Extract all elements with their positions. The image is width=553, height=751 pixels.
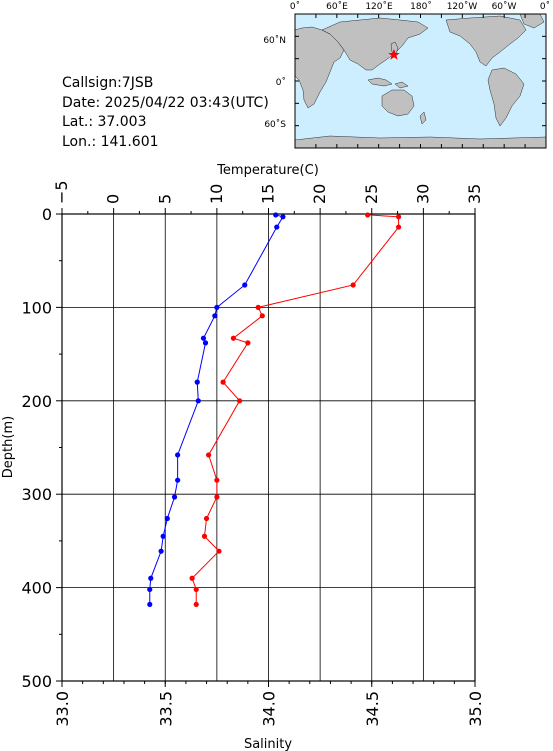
temperature-tick-label: 10 xyxy=(207,184,226,204)
salinity-data-point xyxy=(214,494,220,500)
salinity-data-point xyxy=(395,224,402,230)
temperature-data-point xyxy=(195,398,201,404)
map-top-label: 180˚ xyxy=(410,1,432,12)
salinity-data-point xyxy=(395,214,402,220)
salinity-data-point xyxy=(203,515,210,522)
salinity-data-point xyxy=(350,282,356,288)
map-top-label: 0˚ xyxy=(290,1,300,12)
station-info: Callsign:7JSB Date: 2025/04/22 03:43(UTC… xyxy=(62,75,269,150)
temperature-data-point xyxy=(164,515,170,522)
temperature-data-point xyxy=(171,494,178,500)
temperature-tick-label: 0 xyxy=(104,194,123,204)
temperature-axis-label: Temperature(C) xyxy=(216,163,319,178)
temperature-data-point xyxy=(175,452,181,458)
map-left-label: 60˚S xyxy=(264,119,286,130)
salinity-data-point xyxy=(245,340,251,346)
salinity-data-point xyxy=(236,398,243,404)
salinity-tick-label: 35.0 xyxy=(466,691,485,727)
temperature-data-point xyxy=(158,548,164,554)
profile-chart: −5 0 5 10 15 20 25 30 35 33.0 33.5 34.0 34.5 35.0 01… xyxy=(1,163,485,751)
temperature-tick-label: −5 xyxy=(52,180,71,204)
temperature-data-point xyxy=(214,304,220,310)
depth-axis-label: Depth(m) xyxy=(1,416,16,478)
map-left-label: 0˚ xyxy=(276,77,286,88)
temperature-tick-label: 15 xyxy=(259,184,278,204)
temperature-data-point xyxy=(274,224,280,230)
salinity-tick-labels: 33.0 33.5 34.0 34.5 35.0 xyxy=(53,691,485,727)
date-text: Date: 2025/04/22 03:43(UTC) xyxy=(62,95,269,111)
data-series xyxy=(147,212,402,608)
salinity-data-point xyxy=(193,586,199,593)
temperature-data-point xyxy=(175,477,181,483)
temperature-data-point xyxy=(273,212,279,218)
temperature-data-point xyxy=(160,533,166,539)
salinity-tick-label: 34.0 xyxy=(260,691,279,727)
depth-tick-label: 0 xyxy=(42,205,52,224)
temperature-data-point xyxy=(147,601,153,608)
salinity-tick-label: 34.5 xyxy=(363,691,382,727)
salinity-axis-label: Salinity xyxy=(244,737,292,751)
salinity-tick-label: 33.0 xyxy=(53,691,72,727)
salinity-data-point xyxy=(201,533,208,539)
map-left-label: 60˚N xyxy=(263,35,286,46)
temperature-data-point xyxy=(194,379,200,385)
salinity-data-point xyxy=(206,452,212,458)
salinity-data-point xyxy=(365,212,371,218)
salinity-data-point xyxy=(216,548,222,554)
temperature-data-point xyxy=(202,340,209,346)
latitude-text: Lat.: 37.003 xyxy=(62,114,146,130)
callsign-text: Callsign:7JSB xyxy=(62,75,153,91)
temperature-tick-label: 5 xyxy=(155,194,174,204)
station-marker-star-icon xyxy=(388,49,400,60)
map-top-label: 60˚W xyxy=(492,1,517,12)
map-top-label: 0˚ xyxy=(540,1,550,12)
longitude-text: Lon.: 141.601 xyxy=(62,134,159,150)
axis-ticks xyxy=(56,208,476,687)
depth-tick-label: 300 xyxy=(21,485,52,504)
temperature-data-point xyxy=(200,335,207,341)
salinity-profile-line xyxy=(191,214,400,605)
salinity-data-point xyxy=(214,477,220,483)
temperature-tick-labels: −5 0 5 10 15 20 25 30 35 xyxy=(52,180,484,204)
salinity-data-point xyxy=(230,335,236,341)
salinity-tick-label: 33.5 xyxy=(156,691,175,727)
salinity-data-point xyxy=(220,379,226,385)
temperature-tick-label: 25 xyxy=(362,184,381,204)
map-top-label: 60˚E xyxy=(326,1,348,12)
map-top-label: 120˚E xyxy=(365,1,393,12)
depth-tick-label: 200 xyxy=(21,392,52,411)
temperature-data-point xyxy=(147,586,153,593)
depth-tick-labels: 0 100 200 300 400 500 xyxy=(21,205,52,691)
map-top-label: 120˚W xyxy=(447,1,478,12)
temperature-profile-line xyxy=(149,214,284,605)
salinity-data-point xyxy=(259,313,265,319)
salinity-data-point xyxy=(193,601,199,608)
salinity-data-point xyxy=(255,304,261,310)
temperature-tick-label: 30 xyxy=(413,184,432,204)
temperature-data-point xyxy=(280,214,286,220)
temperature-tick-label: 35 xyxy=(465,184,484,204)
world-map: 0˚ 60˚E 120˚E 180˚ 120˚W 60˚W 0˚ 60˚N 0˚… xyxy=(263,1,550,149)
depth-tick-label: 500 xyxy=(21,672,52,691)
temperature-data-point xyxy=(212,313,218,319)
depth-tick-label: 400 xyxy=(21,579,52,598)
temperature-data-point xyxy=(148,575,154,581)
salinity-data-point xyxy=(189,575,195,581)
depth-tick-label: 100 xyxy=(21,298,52,317)
chart-grid xyxy=(62,214,475,681)
temperature-tick-label: 20 xyxy=(310,184,329,204)
temperature-data-point xyxy=(242,282,248,288)
